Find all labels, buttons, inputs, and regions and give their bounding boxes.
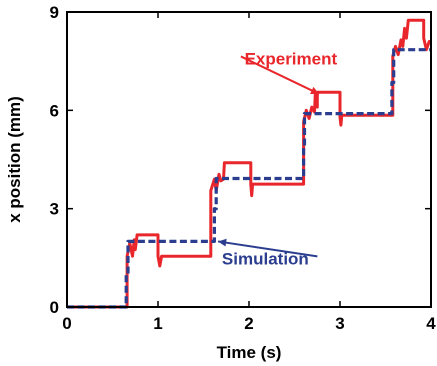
x-tick-label-2: 2	[244, 314, 253, 333]
series-line-simulation	[67, 48, 431, 309]
y-tick-label-0: 0	[50, 298, 59, 317]
ticks: 0 1 2 3 4 0 3 6 9	[50, 3, 437, 333]
y-tick-label-2: 6	[50, 101, 59, 120]
annotation-simulation: Simulation	[222, 249, 309, 268]
annotations: Experiment Simulation	[217, 49, 338, 268]
y-tick-label-3: 9	[50, 3, 59, 22]
y-axis-label: x position (mm)	[5, 96, 24, 223]
x-axis-label: Time (s)	[217, 343, 282, 362]
x-tick-label-1: 1	[153, 314, 162, 333]
annotation-experiment: Experiment	[245, 49, 338, 68]
annotation-arrow-simulation	[217, 240, 318, 258]
plot-area	[67, 18, 431, 309]
y-tick-label-1: 3	[50, 200, 59, 219]
annotation-arrowhead-experiment	[310, 86, 320, 94]
x-tick-label-0: 0	[62, 314, 71, 333]
annotation-arrowhead-simulation	[218, 238, 227, 247]
x-tick-label-3: 3	[335, 314, 344, 333]
annotation-arrow-experiment	[240, 55, 320, 95]
x-tick-label-4: 4	[426, 314, 436, 333]
